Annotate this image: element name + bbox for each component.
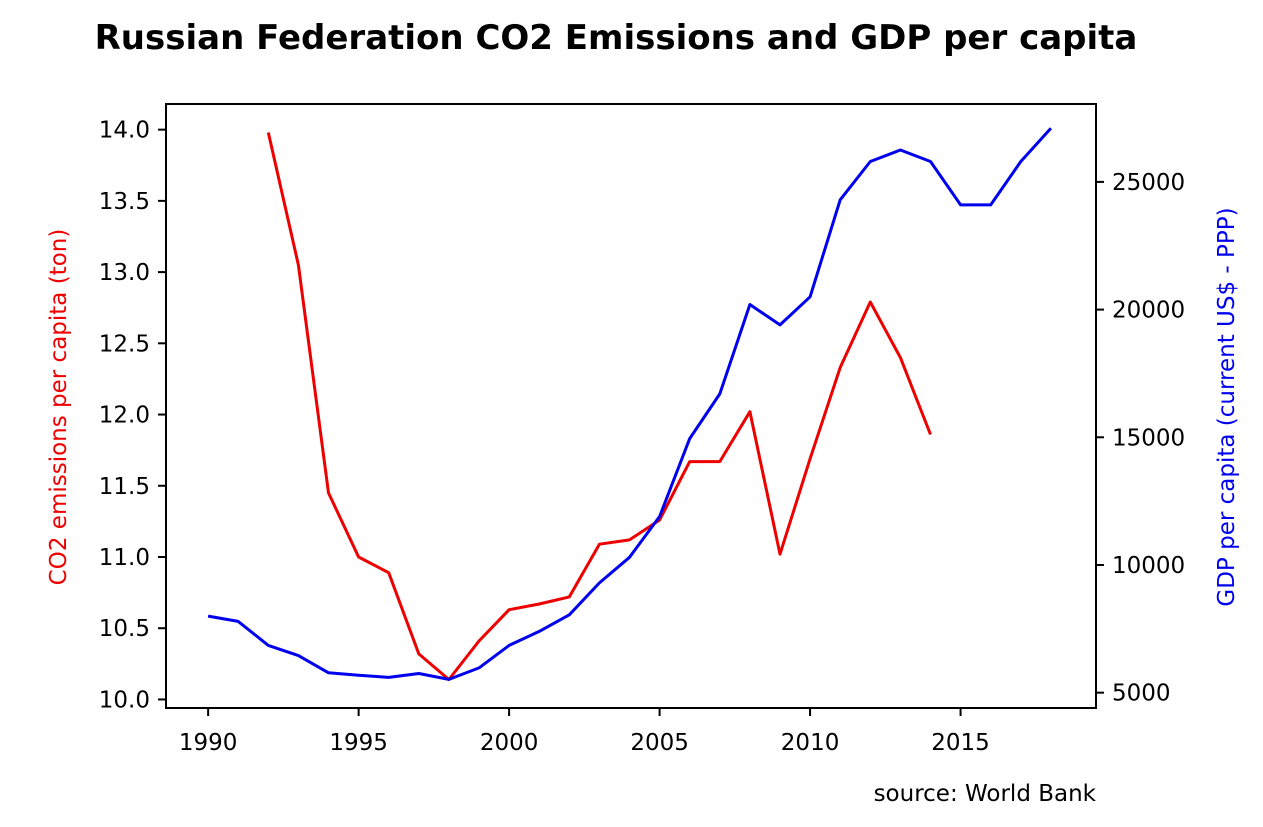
x-axis: 1990 1995 2000 2005 2010 2015 [179,708,990,756]
y-axis-right: 5000 10000 15000 20000 25000 [1096,170,1185,707]
y-tick-label-right: 20000 [1112,298,1185,324]
y-axis-left: 10.0 10.5 11.0 11.5 12.0 12.5 13.0 13.5 14.0 [99,118,166,713]
y-tick-label-right: 10000 [1112,553,1185,579]
y-tick-label-right: 15000 [1112,425,1185,451]
y-tick-label-left: 12.5 [99,331,150,357]
y-tick-label-left: 12.0 [99,403,150,429]
y-tick-label-left: 13.5 [99,189,150,215]
y-tick-label-left: 14.0 [99,118,150,144]
y-tick-label-left: 11.5 [99,474,150,500]
x-tick-label: 2010 [781,730,840,756]
y-tick-label-left: 10.0 [99,687,150,713]
y-tick-label-right: 25000 [1112,170,1185,196]
x-tick-label: 1990 [179,730,238,756]
x-tick-label: 2000 [480,730,539,756]
y-tick-label-right: 5000 [1112,681,1171,707]
y-axis-label-left: CO2 emissions per capita (ton) [46,229,72,586]
y-tick-label-left: 11.0 [99,545,150,571]
y-axis-label-right: GDP per capita (current US$ - PPP) [1214,207,1240,606]
axes-frame [165,103,1097,709]
co2-series-line [266,132,932,681]
x-tick-label: 2015 [931,730,990,756]
x-tick-label: 1995 [329,730,388,756]
x-tick-label: 2005 [630,730,689,756]
plot-area [207,127,1053,681]
y-tick-label-left: 13.0 [99,260,150,286]
gdp-series-line [207,127,1053,681]
y-tick-label-left: 10.5 [99,616,150,642]
source-note: source: World Bank [874,781,1097,807]
chart-title: Russian Federation CO2 Emissions and GDP… [95,18,1138,58]
